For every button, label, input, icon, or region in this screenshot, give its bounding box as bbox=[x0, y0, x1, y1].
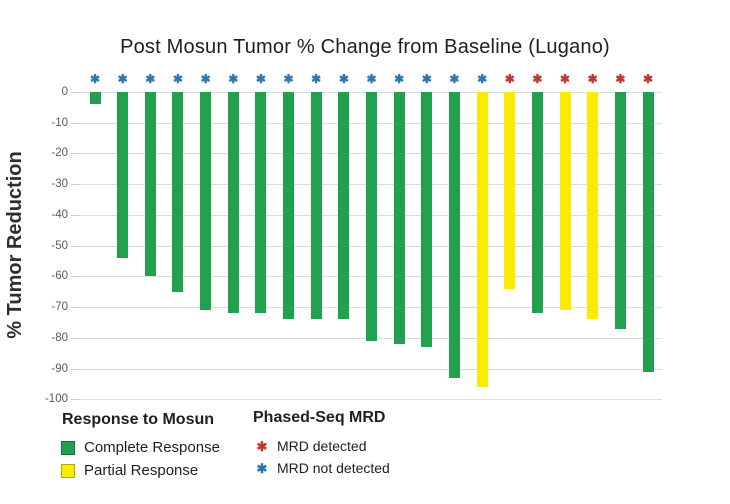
partial-response-swatch-icon bbox=[61, 464, 75, 478]
mrd-not-detected-star-icon: ✱ bbox=[477, 72, 488, 86]
mrd-detected-star-icon: ✱ bbox=[642, 72, 654, 86]
tumor-change-bar bbox=[144, 92, 156, 277]
y-tick-mark-icon bbox=[71, 276, 78, 278]
y-axis-title: % Tumor Reduction bbox=[4, 151, 26, 339]
mrd-detected-star-icon: ✱ bbox=[560, 72, 571, 86]
tumor-change-bar bbox=[255, 92, 267, 314]
tumor-change-bar bbox=[642, 92, 654, 372]
legend-mrd-not-detected-label: MRD not detected bbox=[277, 460, 390, 476]
legend-mrd-detected-label: MRD detected bbox=[277, 438, 367, 454]
mrd-not-detected-star-icon: ✱ bbox=[89, 72, 101, 86]
tumor-change-bar bbox=[614, 92, 626, 329]
tumor-change-bar bbox=[227, 92, 239, 314]
y-tick-mark-icon bbox=[71, 184, 78, 186]
mrd-detected-star-icon: ✱ bbox=[504, 72, 515, 86]
y-tick-mark-icon bbox=[71, 153, 78, 155]
tumor-change-bar bbox=[89, 92, 101, 105]
tumor-change-bar bbox=[172, 92, 184, 292]
y-tick-mark-icon bbox=[71, 245, 78, 247]
tumor-change-bar bbox=[117, 92, 129, 258]
y-tick-label: 0 bbox=[61, 86, 68, 98]
tumor-change-bar bbox=[504, 92, 516, 289]
mrd-not-detected-star-icon: ✱ bbox=[311, 72, 322, 86]
y-tick-mark-icon bbox=[71, 92, 78, 93]
y-tick-label: -90 bbox=[51, 362, 68, 375]
mrd-not-detected-star-icon: ✱ bbox=[449, 72, 460, 86]
y-tick-label: -100 bbox=[44, 393, 68, 406]
mrd-not-detected-star-icon: ✱ bbox=[283, 72, 294, 86]
y-tick-label: -30 bbox=[51, 178, 68, 191]
y-tick-label: -80 bbox=[51, 331, 68, 344]
tumor-change-bar bbox=[393, 92, 405, 344]
mrd-detected-star-icon: ✱ bbox=[615, 72, 626, 86]
mrd-not-detected-star-icon: ✱ bbox=[145, 72, 156, 86]
complete-response-swatch-icon bbox=[61, 441, 75, 455]
mrd-not-detected-star-icon: ✱ bbox=[421, 72, 432, 86]
mrd-not-detected-star-icon: ✱ bbox=[256, 461, 268, 476]
tumor-change-bar bbox=[448, 92, 460, 378]
tumor-change-bar bbox=[476, 92, 488, 387]
y-tick-mark-icon bbox=[71, 122, 78, 124]
mrd-detected-star-icon: ✱ bbox=[532, 72, 543, 86]
mrd-detected-star-icon: ✱ bbox=[256, 439, 268, 454]
tumor-change-bar bbox=[366, 92, 377, 341]
mrd-not-detected-star-icon: ✱ bbox=[228, 72, 239, 86]
y-tick-mark-icon bbox=[71, 337, 78, 339]
mrd-not-detected-star-icon: ✱ bbox=[394, 72, 405, 86]
y-tick-label: -50 bbox=[51, 239, 68, 252]
y-tick-label: -60 bbox=[51, 270, 68, 283]
y-tick-label: -10 bbox=[51, 116, 68, 129]
legend-partial-label: Partial Response bbox=[84, 462, 199, 479]
y-tick-mark-icon bbox=[71, 307, 78, 309]
legend-response-title: Response to Mosun bbox=[62, 411, 215, 428]
mrd-not-detected-star-icon: ✱ bbox=[255, 72, 266, 86]
legend-complete-label: Complete Response bbox=[84, 439, 220, 456]
y-tick-label: -20 bbox=[51, 147, 68, 160]
y-tick-label: -70 bbox=[51, 301, 68, 314]
tumor-change-bar bbox=[338, 92, 350, 320]
tumor-change-bar bbox=[421, 92, 433, 348]
tumor-change-bar bbox=[310, 92, 322, 320]
tumor-change-bar bbox=[200, 92, 212, 311]
y-tick-mark-icon bbox=[71, 214, 78, 216]
tumor-change-bar bbox=[587, 92, 599, 320]
mrd-not-detected-star-icon: ✱ bbox=[172, 72, 183, 86]
mrd-not-detected-star-icon: ✱ bbox=[366, 72, 377, 86]
gridline bbox=[78, 368, 662, 370]
y-tick-mark-icon bbox=[71, 399, 78, 401]
y-tick-mark-icon bbox=[71, 368, 78, 370]
tumor-change-bar bbox=[559, 92, 571, 311]
mrd-not-detected-star-icon: ✱ bbox=[200, 72, 211, 86]
tumor-change-bar bbox=[531, 92, 543, 314]
y-tick-label: -40 bbox=[51, 208, 68, 221]
mrd-not-detected-star-icon: ✱ bbox=[338, 72, 349, 86]
legend-mrd-title: Phased-Seq MRD bbox=[253, 409, 386, 426]
gridline bbox=[78, 399, 662, 401]
mrd-not-detected-star-icon: ✱ bbox=[117, 72, 128, 86]
mrd-detected-star-icon: ✱ bbox=[587, 72, 598, 86]
chart-title: Post Mosun Tumor % Change from Baseline … bbox=[120, 36, 610, 58]
tumor-change-bar bbox=[283, 92, 295, 320]
